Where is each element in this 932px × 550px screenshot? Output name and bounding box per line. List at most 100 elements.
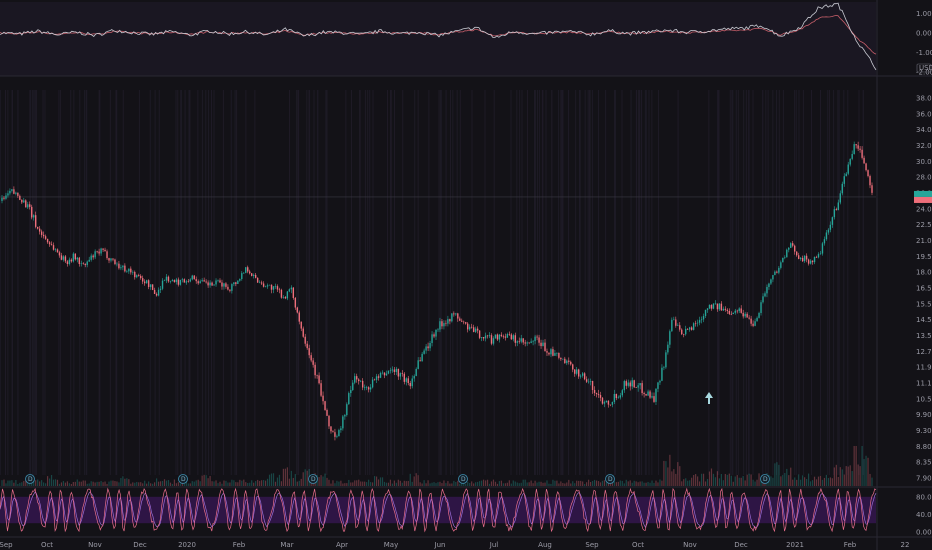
volume-bar [798, 474, 800, 486]
volume-bar [675, 473, 677, 486]
volume-bar [138, 482, 140, 486]
candle-body [140, 275, 142, 279]
volume-bar [52, 479, 55, 486]
volume-bar [841, 469, 843, 486]
candle-body [300, 321, 302, 329]
volume-bar [362, 481, 364, 486]
candle-body [118, 263, 120, 269]
candle-body [360, 380, 362, 382]
price-tick-0: 38.00 [916, 95, 932, 103]
candle-body [595, 392, 598, 395]
volume-bar [629, 480, 631, 486]
volume-bar [336, 480, 338, 486]
volume-bar [758, 473, 760, 486]
candle-body [334, 432, 336, 437]
candle-body [500, 334, 503, 337]
time-tick-5: Feb [233, 541, 246, 549]
candle-body [494, 334, 497, 339]
volume-bar [477, 481, 479, 486]
volume-bar [419, 482, 421, 486]
volume-bar [847, 466, 849, 486]
volume-bar [90, 481, 92, 486]
volume-bar [15, 479, 17, 486]
candle-body [869, 176, 871, 186]
candle-body [574, 369, 576, 374]
volume-bar [681, 481, 683, 486]
candle-body [728, 310, 731, 314]
price-axis[interactable]: 38.0036.0034.0032.0030.0028.0026.0024.00… [876, 0, 932, 550]
volume-bar [366, 482, 368, 486]
volume-bar [199, 481, 201, 486]
candle-body [457, 313, 459, 319]
candle-body [40, 231, 43, 235]
volume-bar [780, 476, 782, 486]
candle-body [292, 287, 295, 298]
volume-bar [421, 483, 423, 486]
volume-bar [714, 477, 717, 486]
candle-body [449, 319, 451, 322]
candle-body [21, 199, 23, 203]
volume-bar [288, 478, 290, 486]
time-tick-8: May [384, 541, 398, 549]
volume-bar [802, 475, 804, 486]
volume-bar [520, 482, 522, 486]
candle-body [431, 334, 433, 344]
candle-body [278, 289, 281, 291]
time-axis[interactable]: Sep Oct Nov Dec 2020 Feb Mar Apr May Jun Jul Aug Sep… [0, 541, 909, 549]
volume-bar [482, 479, 485, 486]
volume-bar [383, 481, 386, 486]
volume-bar [356, 480, 358, 486]
candle-body [441, 321, 443, 327]
volume-bar [375, 476, 378, 486]
volume-bar [126, 478, 128, 486]
volume-bar [621, 480, 623, 486]
volume-bar [128, 479, 130, 486]
candle-body [843, 176, 845, 184]
volume-bar [179, 483, 181, 486]
dividend-marker-label-0: D [28, 476, 33, 483]
volume-bar [718, 478, 721, 486]
candle-body [215, 280, 217, 285]
candle-body [591, 381, 594, 390]
candle-body [540, 342, 542, 347]
candle-body [94, 251, 96, 258]
volume-bar [132, 482, 134, 486]
volume-bar [150, 483, 152, 486]
candle-body [750, 318, 752, 324]
volume-bar [871, 477, 873, 486]
candle-body [605, 400, 608, 403]
candle-body [506, 334, 509, 338]
candle-body [233, 282, 235, 285]
candle-body [411, 378, 413, 387]
volume-bar [205, 475, 207, 486]
volume-bar [395, 482, 397, 486]
volume-bar [502, 483, 504, 486]
candle-body [631, 380, 633, 387]
volume-bar [298, 480, 300, 486]
volume-bar [177, 482, 179, 486]
volume-bar [334, 483, 336, 486]
candle-body [623, 381, 625, 391]
volume-bar [609, 482, 612, 486]
volume-bar [221, 483, 223, 486]
candle-body [197, 281, 199, 284]
candle-body [688, 327, 691, 330]
candle-body [461, 320, 463, 322]
candle-body [302, 328, 304, 337]
candle-body [813, 256, 816, 263]
candle-body [383, 372, 386, 376]
candle-body [266, 285, 269, 287]
candle-body [544, 342, 546, 352]
volume-bar [685, 478, 687, 486]
volume-bar [326, 477, 328, 486]
candle-body [145, 280, 148, 284]
volume-bar [465, 483, 467, 486]
candle-body [455, 313, 457, 315]
volume-bar [245, 482, 247, 486]
candle-body [819, 253, 822, 255]
price-pane[interactable] [0, 90, 876, 475]
dividend-marker-4 [605, 474, 615, 484]
candle-body [171, 280, 174, 282]
volume-bar [776, 462, 778, 486]
candle-body [403, 373, 406, 382]
